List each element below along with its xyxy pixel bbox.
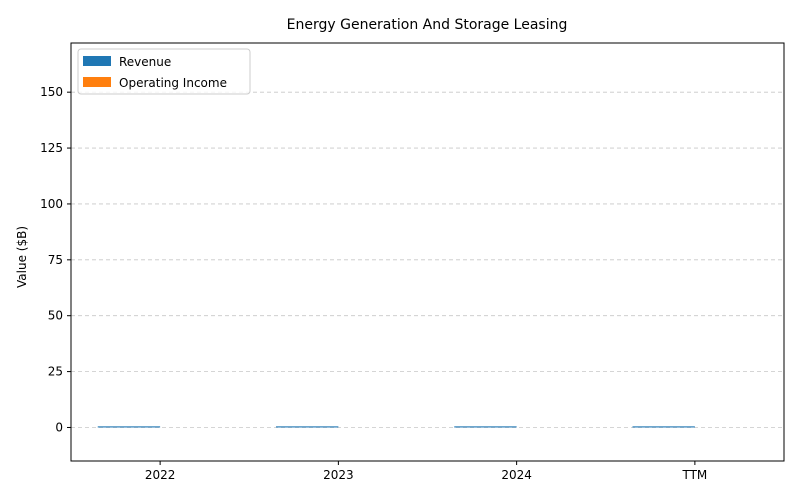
y-tick-label-3: 75: [48, 253, 63, 267]
legend: Revenue Operating Income: [77, 48, 251, 95]
bar-revenue-2022: [97, 426, 161, 428]
y-axis-label: Value ($B): [15, 226, 29, 288]
y-tick-label-2: 50: [48, 309, 63, 323]
chart-title: Energy Generation And Storage Leasing: [287, 17, 568, 33]
legend-swatch-revenue: [83, 56, 111, 66]
x-ticks-layer: 2022 2023 2024 TTM: [145, 461, 707, 482]
y-tick-label-0: 0: [55, 420, 63, 434]
bar-revenue-ttm: [632, 426, 695, 428]
grid-layer: [71, 91, 784, 428]
x-tick-label-2: 2024: [501, 468, 532, 482]
y-tick-label-4: 100: [40, 197, 63, 211]
bar-revenue-2024: [454, 426, 517, 428]
bars-layer: [97, 426, 695, 428]
y-ticks-layer: 0 25 50 75 100 125 150: [40, 85, 71, 434]
legend-label-operating-income: Operating Income: [119, 76, 227, 90]
legend-box: [77, 48, 251, 95]
plot-frame: [70, 42, 785, 462]
bar-revenue-2023: [275, 426, 339, 428]
x-tick-label-3: TTM: [681, 468, 707, 482]
y-tick-label-6: 150: [40, 85, 63, 99]
legend-swatch-operating-income: [83, 77, 111, 87]
y-tick-label-1: 25: [48, 365, 63, 379]
y-tick-label-5: 125: [40, 141, 63, 155]
x-tick-label-0: 2022: [145, 468, 176, 482]
legend-label-revenue: Revenue: [119, 55, 171, 69]
x-tick-label-1: 2023: [323, 468, 354, 482]
